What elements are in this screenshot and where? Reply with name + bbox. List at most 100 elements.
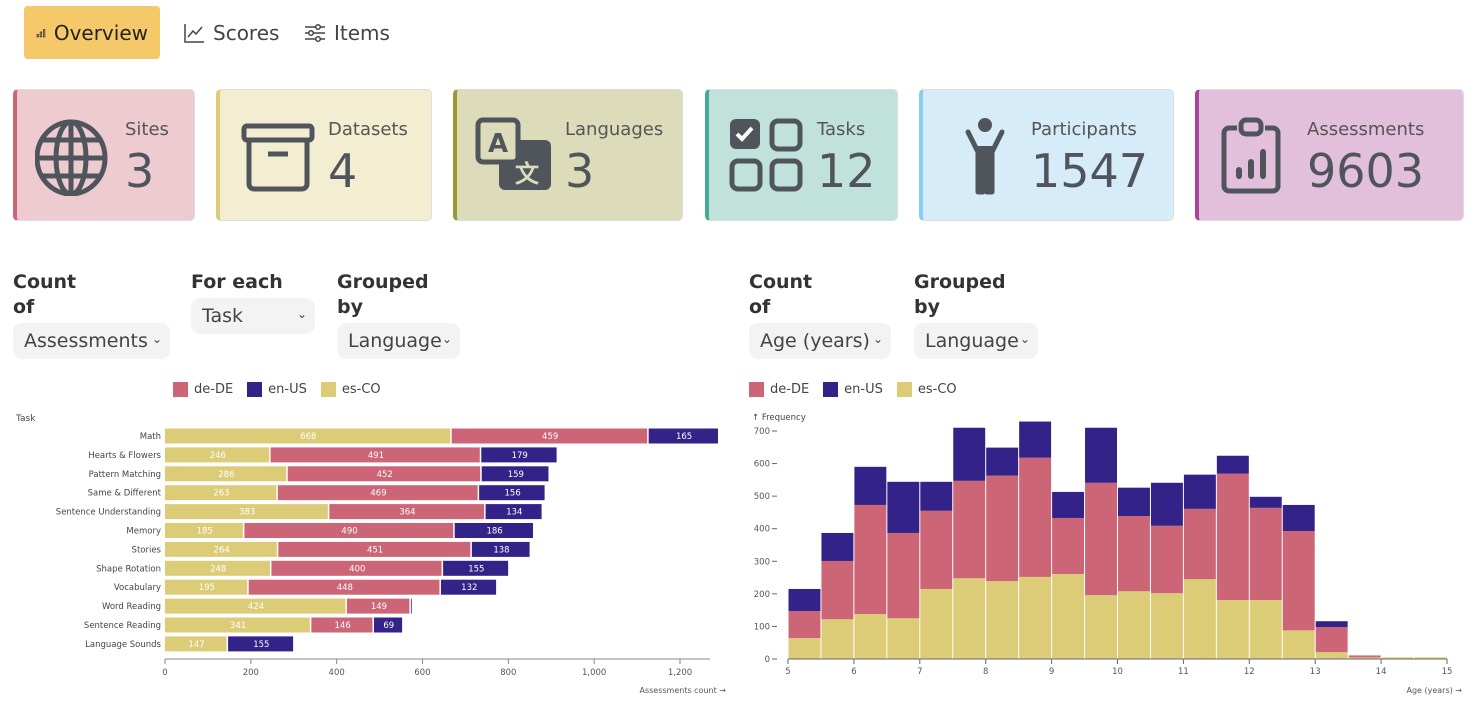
chevron-down-icon: ⌄ <box>151 332 162 346</box>
card-label: Languages <box>565 119 664 140</box>
histogram-bar <box>986 447 1019 476</box>
x-tick-label: 400 <box>329 668 345 678</box>
clipboard-chart-icon <box>1221 117 1281 194</box>
bar-segment <box>165 636 227 652</box>
histogram-bar <box>1150 482 1183 526</box>
card-label: Assessments <box>1307 119 1425 140</box>
histogram-bar <box>1118 591 1150 659</box>
bar-segment <box>165 579 248 595</box>
y-tick-label: 500 <box>754 492 770 502</box>
data-label: 451 <box>367 545 383 555</box>
histogram-bar <box>1019 421 1052 458</box>
bar-segment <box>244 523 454 538</box>
histogram-bar <box>1414 657 1447 659</box>
person-icon <box>965 118 1005 195</box>
stat-card-datasets: Datasets 4 <box>216 89 432 221</box>
y-axis-title: Task <box>15 414 36 424</box>
legend-left: de-DE en-US es-CO <box>173 382 381 397</box>
data-label: 195 <box>199 583 215 593</box>
x-tick-label: 1,200 <box>668 668 692 678</box>
histogram-bar <box>1150 593 1183 659</box>
data-label: 286 <box>218 470 234 480</box>
bar-segment <box>228 636 294 652</box>
histogram-bar <box>1249 496 1282 508</box>
category-label: Same & Different <box>88 489 162 499</box>
bar-segment <box>165 485 277 501</box>
histogram-bar <box>821 619 854 659</box>
count-of-select[interactable]: Age (years) ⌄ <box>749 323 891 359</box>
data-label: 132 <box>461 583 477 593</box>
x-tick-label: 13 <box>1310 667 1321 677</box>
x-tick-label: 8 <box>983 667 988 677</box>
histogram-bar <box>788 638 821 659</box>
x-tick-label: 11 <box>1178 667 1189 677</box>
x-tick-label: 14 <box>1376 667 1387 677</box>
data-label: 186 <box>486 527 502 537</box>
data-label: 165 <box>676 432 692 442</box>
card-value: 4 <box>328 144 358 198</box>
x-axis-title: Assessments count → <box>639 686 726 695</box>
category-label: Memory <box>126 527 161 537</box>
bar-segment <box>481 447 557 463</box>
data-label: 469 <box>370 489 386 499</box>
globe-icon <box>35 119 108 196</box>
data-label: 452 <box>377 470 393 480</box>
grouped-by-select[interactable]: Language ⌄ <box>337 323 460 359</box>
x-tick-label: 600 <box>414 668 430 678</box>
tab-scores[interactable]: Scores <box>171 6 291 59</box>
tab-overview[interactable]: Overview <box>24 6 160 59</box>
histogram-bar <box>821 532 854 561</box>
card-label: Datasets <box>328 119 408 140</box>
category-label: Hearts & Flowers <box>88 451 161 461</box>
card-label: Sites <box>125 119 169 140</box>
histogram-bar <box>887 618 920 659</box>
bar-segment <box>278 541 471 557</box>
histogram-bar <box>1019 457 1052 577</box>
for-each-select[interactable]: Task ⌄ <box>191 298 315 334</box>
card-value: 1547 <box>1031 144 1149 198</box>
bar-segment <box>165 523 243 538</box>
histogram-bar <box>1216 473 1249 601</box>
bar-segment <box>410 598 412 614</box>
category-label: Vocabulary <box>114 583 161 593</box>
data-label: 134 <box>506 508 522 518</box>
histogram-bar <box>1315 652 1348 659</box>
data-label: 459 <box>542 432 558 442</box>
histogram-bar <box>788 611 821 639</box>
histogram-bar <box>953 480 986 579</box>
bar-segment <box>440 579 497 595</box>
category-label: Sentence Understanding <box>56 508 161 518</box>
data-label: 341 <box>230 621 246 631</box>
card-label: Tasks <box>817 119 866 140</box>
histogram-bar <box>1381 657 1414 659</box>
data-label: 156 <box>505 489 521 499</box>
tab-label: Scores <box>213 20 280 45</box>
y-tick-label: 100 <box>754 622 770 632</box>
stat-card-assessments: Assessments 9603 <box>1195 89 1464 221</box>
data-label: 155 <box>468 564 484 574</box>
bar-segment <box>471 541 530 557</box>
histogram-bar <box>1348 657 1381 659</box>
category-label: Math <box>140 432 161 442</box>
tab-label: Overview <box>53 20 148 45</box>
bar-segment <box>481 466 549 482</box>
y-tick-label: 700 <box>754 427 770 437</box>
select-value: Age (years) <box>760 330 870 352</box>
tab-items[interactable]: Items <box>292 6 402 59</box>
histogram-bar <box>854 614 887 659</box>
histogram-bar <box>854 504 887 615</box>
data-label: 264 <box>214 545 230 555</box>
age-histogram: ↑ Frequency 0 100 200 300 400 500 600 700 5 6 7 8 9 10… <box>752 413 1462 695</box>
count-of-select[interactable]: Assessments ⌄ <box>13 323 170 359</box>
histogram-bar <box>1216 455 1249 474</box>
count-of-label: Count of <box>749 271 813 318</box>
bar-segment <box>165 466 287 482</box>
grouped-by-select[interactable]: Language ⌄ <box>914 323 1038 359</box>
histogram-bar <box>1085 482 1117 596</box>
translate-icon: A文 <box>475 117 551 190</box>
x-tick-label: 1,000 <box>582 668 606 678</box>
grouped-by-label: Grouped by <box>337 271 429 318</box>
data-label: 490 <box>341 527 357 537</box>
bar-segment <box>374 617 403 633</box>
bar-segment <box>165 598 346 614</box>
